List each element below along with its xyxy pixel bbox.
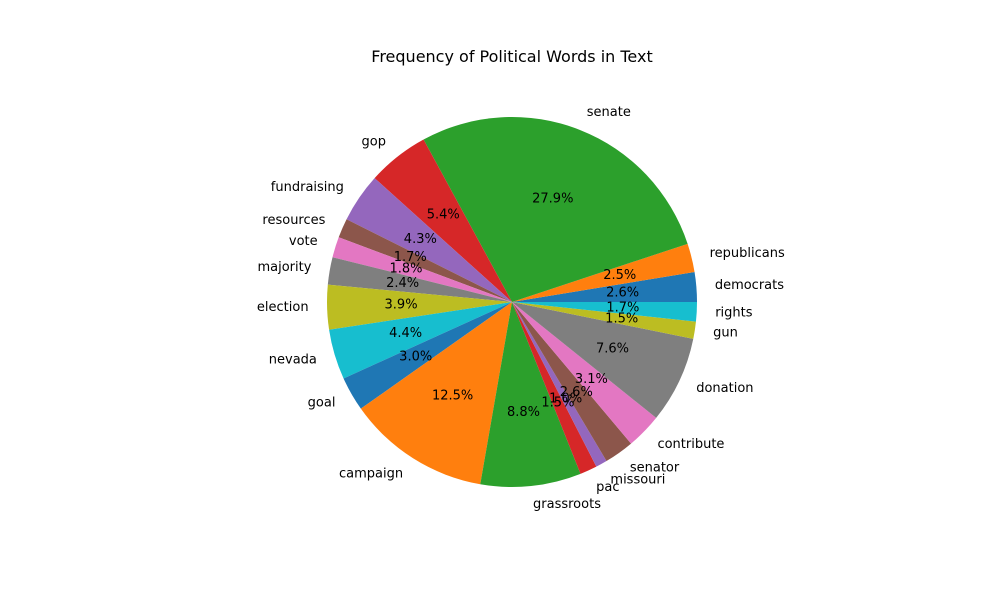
chart-title: Frequency of Political Words in Text bbox=[371, 47, 652, 66]
pie-slice-missouri bbox=[512, 302, 607, 467]
slice-label-contribute: contribute bbox=[657, 437, 724, 452]
slice-label-republicans: republicans bbox=[710, 246, 785, 261]
slice-label-missouri: missouri bbox=[610, 473, 665, 488]
percent-label-gun: 1.5% bbox=[605, 311, 638, 326]
pie-slice-election bbox=[327, 284, 512, 330]
slice-label-fundraising: fundraising bbox=[271, 180, 344, 195]
percent-label-goal: 3.0% bbox=[399, 350, 432, 365]
slice-label-donation: donation bbox=[696, 381, 753, 396]
slice-label-gun: gun bbox=[713, 326, 738, 341]
slice-label-democrats: democrats bbox=[715, 278, 784, 293]
pie-slice-nevada bbox=[329, 302, 512, 379]
pie-slice-gop bbox=[374, 139, 512, 302]
percent-label-gop: 5.4% bbox=[427, 207, 460, 222]
slice-label-nevada: nevada bbox=[269, 352, 317, 367]
pie-slice-rights bbox=[512, 302, 697, 322]
slice-label-goal: goal bbox=[308, 396, 336, 411]
percent-label-missouri: 1.0% bbox=[549, 392, 582, 407]
pie-slice-resources bbox=[338, 219, 512, 302]
slice-label-senate: senate bbox=[587, 105, 631, 120]
percent-label-election: 3.9% bbox=[385, 298, 418, 313]
percent-label-senate: 27.9% bbox=[532, 191, 573, 206]
pie-slice-senator bbox=[512, 302, 632, 462]
pie-slice-donation bbox=[512, 302, 694, 418]
percent-label-campaign: 12.5% bbox=[432, 388, 473, 403]
slice-label-campaign: campaign bbox=[339, 466, 403, 481]
percent-label-contribute: 3.1% bbox=[575, 372, 608, 387]
percent-labels: 2.6%2.5%27.9%5.4%4.3%1.7%1.8%2.4%3.9%4.4… bbox=[385, 191, 640, 420]
percent-label-senator: 2.6% bbox=[560, 385, 593, 400]
pie-slice-campaign bbox=[360, 302, 512, 485]
slice-label-election: election bbox=[257, 300, 309, 315]
slice-label-resources: resources bbox=[262, 213, 325, 228]
pie-slices bbox=[327, 117, 697, 487]
percent-label-republicans: 2.5% bbox=[603, 268, 636, 283]
slice-label-pac: pac bbox=[596, 480, 619, 495]
percent-label-rights: 1.7% bbox=[606, 300, 639, 315]
slice-label-gop: gop bbox=[362, 135, 386, 150]
pie-slice-gun bbox=[512, 302, 696, 339]
percent-label-vote: 1.8% bbox=[389, 262, 422, 277]
slice-label-majority: majority bbox=[257, 260, 311, 275]
pie-slice-vote bbox=[332, 237, 512, 302]
pie-slice-fundraising bbox=[346, 178, 512, 302]
pie-slice-goal bbox=[343, 302, 512, 409]
pie-slice-republicans bbox=[512, 243, 695, 302]
pie-slice-grassroots bbox=[480, 302, 581, 487]
percent-label-donation: 7.6% bbox=[596, 342, 629, 357]
percent-label-resources: 1.7% bbox=[394, 250, 427, 265]
pie-slice-pac bbox=[512, 302, 597, 474]
pie-slice-senate bbox=[423, 117, 688, 302]
percent-label-grassroots: 8.8% bbox=[507, 405, 540, 420]
percent-label-fundraising: 4.3% bbox=[404, 232, 437, 247]
pie-slice-majority bbox=[327, 257, 512, 302]
slice-labels: democrats republicans senate gop fundraising… bbox=[257, 105, 785, 512]
slice-label-rights: rights bbox=[715, 305, 753, 320]
slice-label-grassroots: grassroots bbox=[533, 497, 601, 512]
pie-slice-democrats bbox=[512, 271, 697, 302]
slice-label-vote: vote bbox=[289, 234, 318, 249]
slice-label-senator: senator bbox=[630, 460, 680, 475]
pie-slice-contribute bbox=[512, 302, 657, 444]
percent-label-nevada: 4.4% bbox=[389, 326, 422, 341]
percent-label-pac: 1.5% bbox=[541, 396, 574, 411]
percent-label-majority: 2.4% bbox=[386, 276, 419, 291]
percent-label-democrats: 2.6% bbox=[606, 285, 639, 300]
